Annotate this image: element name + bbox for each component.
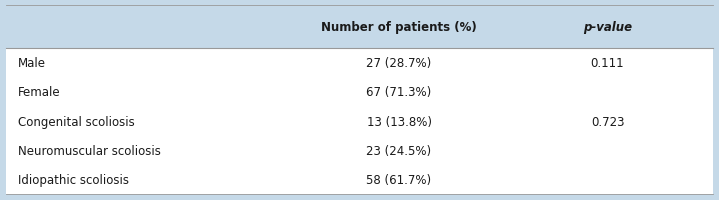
Text: Congenital scoliosis: Congenital scoliosis [18, 115, 134, 128]
Text: 23 (24.5%): 23 (24.5%) [367, 144, 431, 157]
Text: Idiopathic scoliosis: Idiopathic scoliosis [18, 173, 129, 186]
Text: 0.111: 0.111 [591, 57, 624, 70]
Bar [6, 49, 713, 194]
Text: Male: Male [18, 57, 46, 70]
Text: Female: Female [18, 86, 60, 99]
Text: 13 (13.8%): 13 (13.8%) [367, 115, 431, 128]
Bar [6, 6, 713, 49]
Text: 67 (71.3%): 67 (71.3%) [367, 86, 431, 99]
Text: p-value: p-value [583, 21, 632, 34]
Text: Neuromuscular scoliosis: Neuromuscular scoliosis [18, 144, 161, 157]
Text: 27 (28.7%): 27 (28.7%) [367, 57, 431, 70]
Text: 58 (61.7%): 58 (61.7%) [367, 173, 431, 186]
Text: 0.723: 0.723 [591, 115, 624, 128]
Text: Number of patients (%): Number of patients (%) [321, 21, 477, 34]
